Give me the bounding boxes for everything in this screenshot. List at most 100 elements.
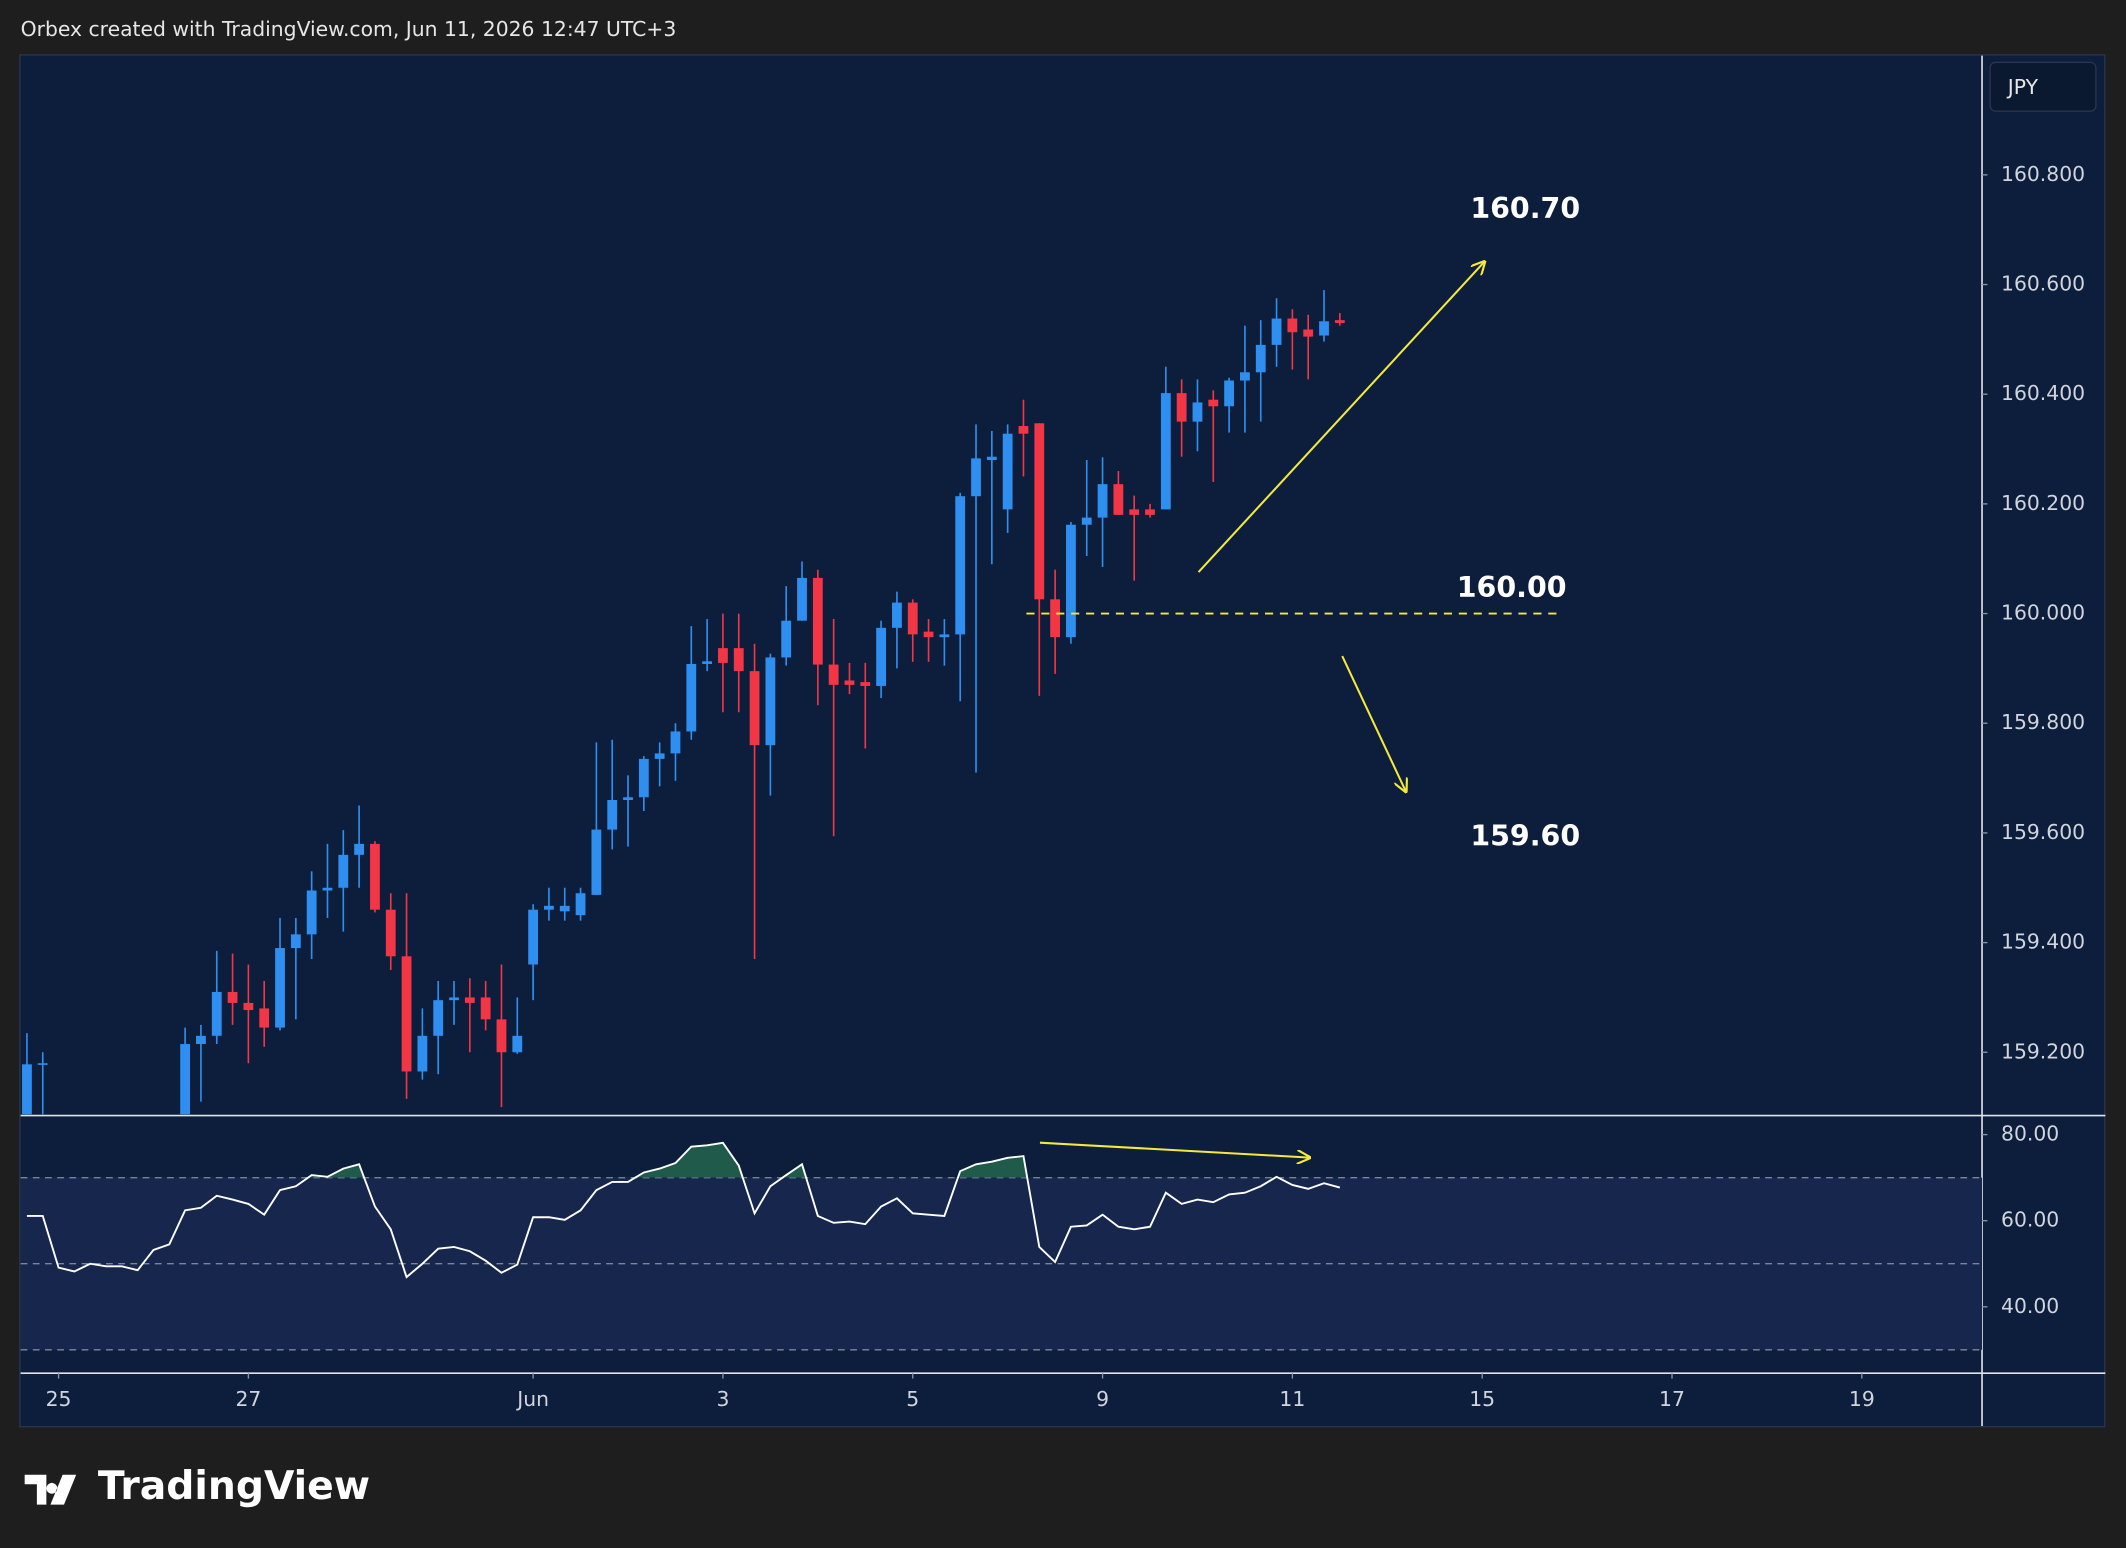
candle-body (196, 1035, 206, 1045)
y-tick-label: 60.00 (2001, 1208, 2059, 1232)
candle-body (812, 577, 823, 665)
candle-body (1050, 599, 1061, 638)
candle-body (433, 1000, 444, 1036)
candle-body (1145, 509, 1155, 515)
y-tick-label: 160.800 (2001, 162, 2085, 186)
logo: TradingView (24, 1464, 370, 1509)
candle-body (860, 682, 871, 686)
candle-body (986, 456, 997, 461)
candle-body (828, 664, 839, 685)
candle-body (1224, 380, 1235, 407)
candle-body (259, 1008, 270, 1028)
header: Orbex created with TradingView.com, Jun … (21, 17, 677, 41)
candle-body (686, 664, 697, 732)
candle-body (955, 496, 966, 635)
candle-body (623, 797, 633, 801)
y-tick-label: 159.200 (2001, 1039, 2085, 1063)
x-tick-label: 15 (1469, 1387, 1495, 1411)
x-tick-label: 27 (235, 1387, 261, 1411)
currency-box (1989, 61, 2097, 112)
candle-body (718, 648, 728, 663)
candle-body (939, 634, 950, 638)
y-tick-label: 159.600 (2001, 820, 2085, 844)
candle-body (1034, 423, 1045, 600)
candle-body (591, 829, 602, 895)
candle-body (528, 909, 539, 965)
candle-body (275, 948, 285, 1028)
candle-body (22, 1064, 32, 1115)
candle-body (1066, 524, 1076, 638)
x-tick-label: Jun (515, 1387, 549, 1411)
y-tick-label: 160.600 (2001, 272, 2085, 296)
x-tick-label: 3 (716, 1387, 729, 1411)
candle-body (1208, 399, 1219, 407)
candle-body (607, 800, 618, 830)
candle-body (971, 458, 981, 497)
price-pane (22, 290, 1564, 1115)
candle-body (654, 753, 665, 759)
candle-body (638, 758, 649, 798)
candle-body (1192, 402, 1203, 422)
candle-body (1240, 372, 1250, 381)
candle-body (306, 890, 317, 935)
candle-body (923, 631, 934, 638)
candle-body (401, 956, 412, 1072)
up-arrow (1197, 262, 1485, 573)
candle-body (1129, 509, 1140, 515)
y-tick-label: 80.00 (2001, 1122, 2059, 1146)
candle-body (37, 1063, 48, 1065)
x-tick-label: 5 (906, 1387, 919, 1411)
y-tick-label: 160.200 (2001, 491, 2085, 515)
x-tick-label: 25 (46, 1387, 72, 1411)
candle-body (876, 627, 887, 686)
candle-body (733, 648, 744, 672)
axes: 160.800 160.600 160.400 160.200 160.000 159.8… (46, 162, 2085, 1411)
candle-body (449, 997, 459, 1001)
brand: TradingView (98, 1464, 370, 1509)
candle-body (512, 1035, 523, 1053)
candle-body (322, 887, 333, 891)
candle-body (385, 909, 396, 957)
candle-body (480, 997, 491, 1020)
drawings (1039, 262, 1485, 1158)
x-tick-label: 9 (1096, 1387, 1109, 1411)
candle-body (544, 905, 554, 910)
x-tick-label: 19 (1849, 1387, 1875, 1411)
candle-body (907, 602, 918, 635)
candle-body (670, 731, 681, 754)
price-axis (1982, 55, 2105, 1427)
down-arrow (1341, 655, 1406, 792)
candle-body (338, 854, 349, 888)
candle-body (243, 1002, 254, 1011)
candle-body (211, 991, 222, 1036)
annotation: 159.60 (1470, 820, 1580, 853)
rsi-pane (20, 1141, 1983, 1351)
candle-body (1334, 320, 1345, 323)
logo-icon (24, 1474, 77, 1505)
candle-body (464, 997, 475, 1003)
candle-body (1271, 318, 1282, 345)
candle-body (1002, 433, 1013, 510)
y-tick-label: 160.400 (2001, 381, 2085, 405)
level-label: 160.00 (1457, 571, 1567, 604)
candle-body (417, 1035, 428, 1072)
x-tick-label: 11 (1279, 1387, 1305, 1411)
candle-body (1097, 484, 1108, 518)
y-tick-label: 159.800 (2001, 710, 2085, 734)
y-tick-label: 159.400 (2001, 930, 2085, 954)
candle-body (575, 893, 586, 916)
y-tick-label: 160.000 (2001, 601, 2085, 625)
divergence-arrow (1039, 1141, 1310, 1158)
candle-body (781, 620, 792, 658)
candle-body (1255, 344, 1266, 373)
candle-body (844, 680, 855, 685)
candle-body (370, 843, 380, 910)
candle-body (496, 1019, 507, 1053)
x-tick-label: 17 (1659, 1387, 1685, 1411)
candle-body (1303, 329, 1314, 337)
candle-body (1319, 321, 1329, 336)
currency: JPY (2006, 75, 2039, 99)
candle-body (1160, 393, 1171, 510)
